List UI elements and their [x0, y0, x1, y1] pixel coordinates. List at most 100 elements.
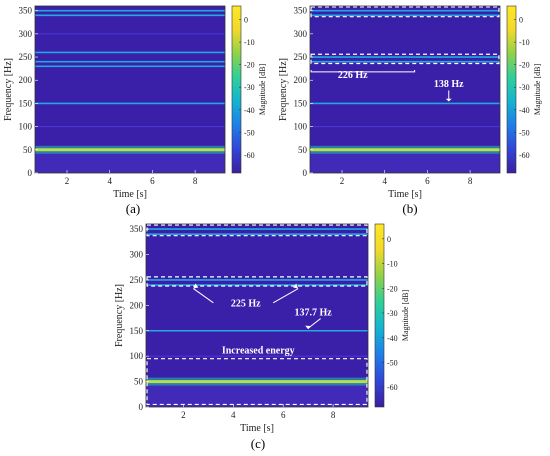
colorbar-gradient [231, 5, 242, 174]
y-tick-label: 100 [130, 351, 144, 361]
colorbar-label: Magnitude [dB] [401, 290, 410, 342]
low-frequency-noise [310, 152, 500, 173]
annotation-arrow [272, 288, 299, 304]
spectrogram-panel: 0 50 100 150 200 250 300 350 2 4 6 8 Time [s] Frequen… [114, 223, 369, 451]
y-tick-label: 50 [134, 377, 144, 387]
colorbar-label: Magnitude [dB] [533, 64, 542, 116]
annotation-label: 137.7 Hz [295, 308, 333, 319]
x-tick-label: 2 [65, 176, 70, 186]
y-tick-label: 350 [294, 6, 308, 16]
annotation-label: 138 Hz [434, 79, 464, 90]
colorbar-tick-label: -50 [519, 128, 530, 137]
highlight-box [146, 224, 368, 237]
y-tick-label: 100 [19, 122, 33, 132]
colorbar-tick-label: -40 [519, 106, 530, 115]
colorbar-tick-label: 0 [244, 16, 248, 25]
colorbar-tick-label: 0 [519, 16, 523, 25]
colorbar: 0 -10 -20 -30 -40 -50 -60 Magnitude [dB] [506, 5, 542, 174]
colorbar-tick-label: -30 [519, 83, 530, 92]
y-axis-label: Frequency [Hz] [3, 58, 14, 121]
annotation-label: 225 Hz [231, 298, 261, 309]
colorbar-tick-label: -60 [244, 151, 255, 160]
colorbar-gradient [374, 223, 385, 408]
colorbar-tick-label: -10 [519, 38, 530, 47]
y-tick-label: 100 [294, 122, 308, 132]
x-tick-label: 6 [281, 410, 286, 420]
y-tick-label: 350 [19, 6, 33, 16]
plot-frame [34, 5, 226, 174]
spectrogram-panel: 0 50 100 150 200 250 300 350 2 4 6 8 Time [s] Frequen… [3, 5, 226, 216]
y-tick-label: 350 [130, 224, 144, 234]
y-axis-label: Frequency [Hz] [114, 284, 125, 347]
colorbar: 0 -10 -20 -30 -40 -50 -60 Magnitude [dB] [231, 5, 267, 174]
colorbar-tick-label: -50 [387, 358, 398, 367]
x-axis-label: Time [s] [240, 423, 274, 434]
spectrogram-panel: 0 50 100 150 200 250 300 350 2 4 6 8 Time [s] Frequen… [278, 5, 501, 216]
x-tick-label: 4 [107, 176, 112, 186]
annotation-label: 226 Hz [338, 70, 368, 81]
colorbar-tick-label: -10 [387, 260, 398, 269]
annotation-arrow [193, 288, 214, 304]
y-axis-label: Frequency [Hz] [278, 58, 289, 121]
x-axis-label: Time [s] [388, 189, 422, 200]
colorbar-tick-label: -10 [244, 38, 255, 47]
colorbar-tick-label: -30 [244, 83, 255, 92]
plot-frame [145, 223, 369, 408]
y-tick-label: 300 [19, 29, 33, 39]
highlight-box [310, 53, 500, 65]
x-tick-label: 2 [181, 410, 186, 420]
colorbar: 0 -10 -20 -30 -40 -50 -60 Magnitude [dB] [374, 223, 410, 408]
colorbar-gradient [506, 5, 517, 174]
colorbar-tick-label: -60 [387, 383, 398, 392]
y-tick-label: 250 [130, 275, 144, 285]
colorbar-tick-label: 0 [387, 235, 391, 244]
annotation-arrowhead [305, 325, 312, 330]
y-tick-label: 200 [130, 300, 144, 310]
spectrogram-background [310, 6, 500, 173]
y-tick-label: 250 [294, 52, 308, 62]
annotation-arrowhead [193, 283, 199, 289]
y-tick-label: 250 [19, 52, 33, 62]
x-axis-label: Time [s] [113, 189, 147, 200]
panel-label: (c) [251, 436, 265, 451]
y-tick-label: 0 [28, 168, 33, 178]
colorbar-tick-label: -40 [244, 106, 255, 115]
highlight-box [146, 276, 368, 287]
colorbar-tick-label: -20 [387, 284, 398, 293]
x-tick-label: 8 [193, 176, 198, 186]
y-tick-label: 0 [139, 402, 144, 412]
colorbar-tick-label: -20 [244, 61, 255, 70]
y-tick-label: 300 [294, 29, 308, 39]
colorbar-label: Magnitude [dB] [258, 64, 267, 116]
colorbar-tick-label: -50 [244, 128, 255, 137]
y-tick-label: 0 [303, 168, 308, 178]
x-tick-label: 8 [331, 410, 336, 420]
x-tick-label: 8 [468, 176, 473, 186]
colorbar-tick-label: -30 [387, 309, 398, 318]
annotation-arrowhead [445, 98, 452, 102]
y-tick-label: 150 [294, 98, 308, 108]
spectrogram-background [146, 224, 368, 407]
x-tick-label: 6 [425, 176, 430, 186]
x-tick-label: 4 [231, 410, 236, 420]
y-tick-label: 300 [130, 250, 144, 260]
plot-frame [309, 5, 501, 174]
y-tick-label: 150 [19, 98, 33, 108]
y-tick-label: 200 [294, 75, 308, 85]
low-frequency-noise [35, 152, 225, 173]
colorbar-tick-label: -60 [519, 151, 530, 160]
colorbar-tick-label: -20 [519, 61, 530, 70]
annotation-bracket [310, 70, 416, 73]
x-tick-label: 4 [382, 176, 387, 186]
highlight-box [310, 6, 500, 18]
y-tick-label: 200 [19, 75, 33, 85]
x-tick-label: 2 [340, 176, 345, 186]
panel-label: (b) [402, 201, 417, 216]
y-tick-label: 50 [298, 145, 308, 155]
y-tick-label: 50 [23, 145, 33, 155]
y-tick-label: 150 [130, 326, 144, 336]
x-tick-label: 6 [150, 176, 155, 186]
low-frequency-noise [146, 384, 368, 407]
annotation-label: Increased energy [222, 346, 295, 357]
